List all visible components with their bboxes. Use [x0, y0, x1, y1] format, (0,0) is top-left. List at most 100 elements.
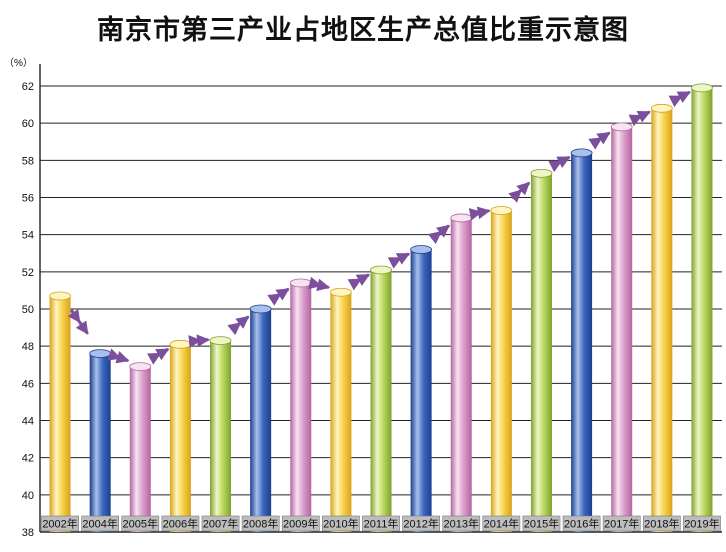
bar-top-cap: [209, 336, 232, 345]
bar-2017年: [610, 122, 633, 532]
bar-top-cap: [169, 339, 192, 349]
bar-2008年: [249, 304, 272, 532]
trend-arrow: [75, 320, 89, 335]
bar-top-cap: [289, 278, 312, 288]
y-tick-label: 44: [22, 416, 34, 428]
trend-arrow: [548, 160, 563, 173]
x-label-box: [562, 515, 601, 532]
trend-arrow: [395, 252, 411, 265]
y-tick-label: 40: [22, 490, 34, 502]
bar-2006年: [169, 339, 192, 532]
x-tick-label: 2017年: [604, 517, 639, 531]
bar-body: [210, 340, 232, 532]
bar-body: [89, 353, 111, 532]
trend-arrow: [628, 114, 643, 127]
bar-body: [250, 309, 272, 532]
x-tick-label: 2011年: [364, 517, 399, 531]
trend-arrow: [508, 189, 523, 203]
bar-top-cap: [89, 349, 112, 359]
bar-top-cap: [329, 287, 352, 297]
y-axis-ticks: 38 40 42 44 46 48 50 52 54 56 58 60 62: [22, 81, 34, 539]
bar-top-cap: [49, 291, 71, 301]
y-axis-unit-label: （%）: [4, 57, 33, 69]
trend-arrow: [147, 352, 162, 365]
x-tick-label: 2014年: [484, 517, 519, 531]
x-tick-label: 2006年: [163, 517, 198, 531]
trend-arrow: [275, 288, 290, 301]
x-tick-label: 2012年: [403, 517, 438, 531]
bar-body: [651, 108, 673, 533]
trend-arrow: [115, 351, 130, 364]
x-label-box: [81, 515, 120, 532]
chart-title: 南京市第三产业占地区生产总值比重示意图: [97, 15, 629, 46]
bar-top-cap: [570, 148, 593, 158]
bar-2018年: [650, 103, 673, 533]
bar-body: [530, 173, 552, 532]
trend-arrow: [267, 293, 282, 306]
x-tick-label: 2016年: [564, 517, 599, 531]
x-tick-label: 2007年: [203, 517, 238, 531]
bar-top-cap: [490, 206, 513, 215]
bar-2016年: [570, 148, 593, 532]
x-tick-label: 2018年: [644, 517, 679, 531]
x-label-box: [241, 515, 280, 532]
bar-body: [49, 295, 71, 532]
x-tick-label: 2009年: [283, 517, 318, 531]
bar-top-cap: [450, 213, 473, 223]
y-tick-label: 50: [22, 304, 34, 316]
bar-2002年: [49, 291, 71, 532]
trend-arrow: [347, 278, 362, 291]
trend-arrow: [516, 181, 531, 196]
y-tick-label: 38: [22, 527, 34, 539]
bar-body: [290, 282, 312, 532]
y-tick-label: 42: [22, 453, 34, 465]
bar-top-cap: [530, 168, 553, 178]
x-tick-label: 2005年: [123, 517, 158, 531]
trend-arrow: [67, 308, 81, 324]
bar-body: [169, 344, 191, 532]
bar-body: [330, 292, 352, 532]
trend-arrow: [476, 206, 491, 220]
x-axis-labels: 2002年 2004年 2005年 2006年 2007年 2008年 2009年 2010年…: [41, 515, 721, 532]
trend-arrow: [588, 137, 603, 150]
x-label-box: [522, 515, 561, 532]
bar-body: [611, 126, 633, 532]
y-tick-label: 48: [22, 341, 34, 353]
trend-arrows: [67, 91, 691, 365]
x-label-box: [442, 515, 481, 532]
trend-arrow: [235, 315, 250, 329]
x-label-box: [281, 515, 320, 532]
trend-arrow: [196, 334, 210, 348]
x-tick-label: 2002年: [42, 517, 77, 531]
trend-arrow: [596, 131, 611, 145]
bar-2014年: [490, 206, 513, 532]
trend-arrow: [468, 208, 483, 221]
x-label-box: [642, 515, 681, 532]
y-tick-label: 46: [22, 378, 34, 390]
trend-arrow: [427, 231, 442, 245]
trend-arrow: [188, 335, 202, 348]
bar-body: [370, 269, 392, 532]
y-tick-label: 56: [22, 193, 34, 205]
x-label-box: [161, 515, 200, 532]
bar-2009年: [289, 278, 312, 532]
x-label-box: [402, 515, 440, 532]
bar-2019年: [691, 83, 713, 532]
trend-arrow: [155, 348, 170, 361]
x-label-box: [362, 515, 400, 532]
y-tick-label: 54: [22, 230, 34, 242]
bar-2015年: [530, 168, 553, 532]
bar-top-cap: [129, 362, 152, 372]
bars: [49, 83, 713, 533]
trend-arrow: [387, 256, 403, 269]
trend-arrow: [107, 348, 122, 361]
trend-arrow: [668, 95, 683, 108]
bar-top-cap: [650, 103, 673, 113]
x-label-box: [683, 515, 721, 532]
x-tick-label: 2015年: [524, 517, 559, 531]
y-tick-label: 58: [22, 155, 34, 167]
y-tick-label: 52: [22, 267, 34, 279]
x-label-box: [41, 515, 79, 532]
y-tick-label: 62: [22, 81, 34, 93]
